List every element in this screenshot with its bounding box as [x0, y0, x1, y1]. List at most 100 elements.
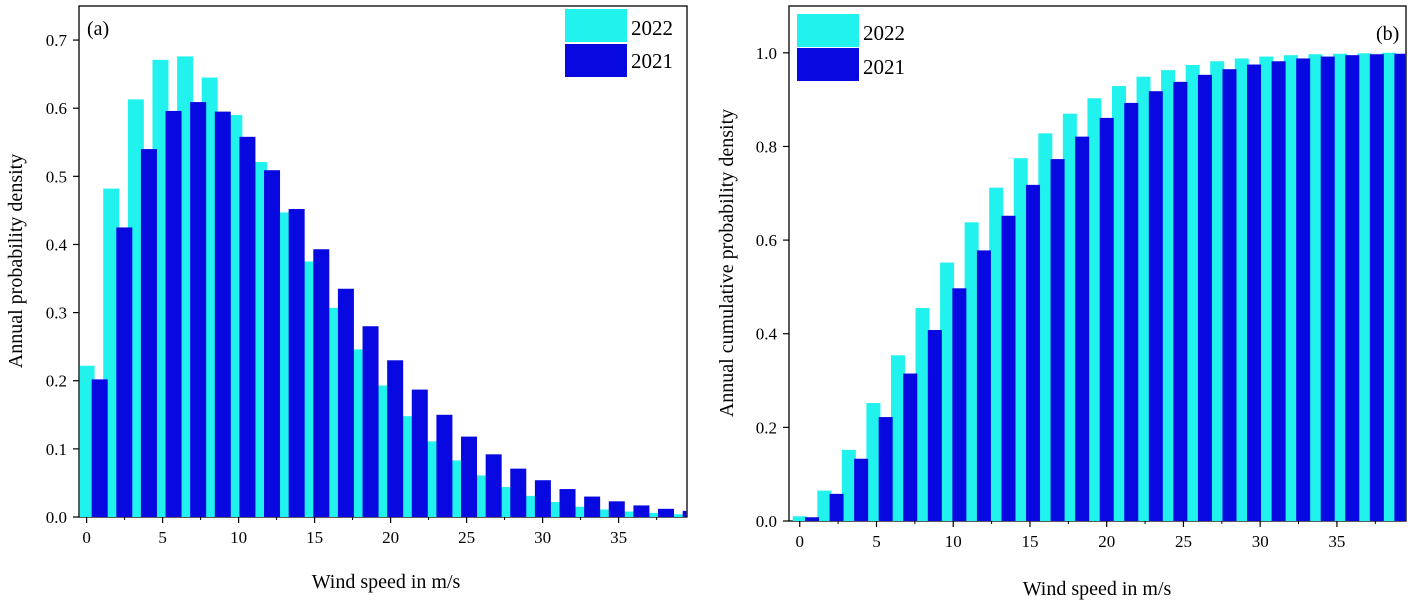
bar-2021-a — [362, 326, 379, 517]
bar-2021-b — [1296, 58, 1311, 521]
y-tick-label-b: 1.0 — [756, 44, 777, 63]
bar-2021-b — [1345, 55, 1360, 521]
y-axis-label-a: Annual probability density — [5, 154, 27, 368]
x-tick-label-a: 30 — [534, 528, 551, 547]
y-tick-label-b: 0.0 — [756, 512, 777, 531]
bar-2022-a — [79, 365, 95, 517]
bar-2022-a — [620, 511, 637, 517]
legend-a: 2022 2021 — [565, 9, 673, 77]
bar-2022-b — [1087, 98, 1102, 521]
y-tick-label-a: 0.0 — [46, 508, 67, 527]
bar-2021-b — [1222, 69, 1237, 521]
x-tick-label-a: 10 — [230, 528, 247, 547]
x-tick-label-a: 5 — [158, 528, 167, 547]
legend-swatch-2022-b — [797, 14, 859, 47]
bar-2022-b — [1308, 54, 1323, 521]
legend-b: 2022 2021 — [797, 14, 905, 81]
bar-2021-a — [387, 360, 404, 517]
legend-swatch-2021-a — [565, 44, 627, 77]
bar-2021-a — [91, 379, 108, 517]
x-tick-label-a: 35 — [610, 528, 627, 547]
bar-2022-a — [644, 512, 661, 517]
x-tick-label-a: 25 — [458, 528, 475, 547]
y-tick-label-a: 0.3 — [46, 304, 67, 323]
bar-2021-a — [534, 480, 551, 517]
bar-2021-a — [633, 505, 650, 517]
bar-2021-b — [1050, 159, 1065, 521]
bar-2022-b — [866, 403, 881, 521]
bar-2022-b — [1259, 56, 1274, 522]
bar-2022-b — [1111, 86, 1126, 521]
chart-panel-a: 0 5 10 15 20 25 30 35 0.0 0.1 0.2 0.3 0.4 0.5 0.6 0.7 (… — [5, 5, 688, 593]
bar-2021-b — [1075, 136, 1090, 521]
bar-2022-b — [1185, 64, 1200, 522]
x-tick-label-a: 0 — [82, 528, 91, 547]
bar-2021-a — [313, 249, 330, 518]
bar-2021-a — [436, 414, 453, 517]
axis-ticks-b: 0 5 10 15 20 25 30 35 0.0 0.2 0.4 0.6 0.8 1.0 — [756, 44, 1376, 551]
bar-2022-b — [841, 449, 856, 521]
bar-2022-a — [595, 509, 612, 517]
y-tick-label-a: 0.7 — [46, 31, 68, 50]
bar-2021-a — [559, 489, 576, 517]
bar-2022-b — [940, 262, 955, 521]
bar-2021-a — [288, 209, 305, 518]
bar-2022-b — [1382, 52, 1397, 521]
bar-2022-b — [1038, 133, 1053, 521]
bar-2022-b — [1357, 53, 1372, 521]
x-tick-label-b: 30 — [1252, 532, 1269, 551]
bar-2021-a — [411, 389, 428, 517]
bars-a — [79, 56, 687, 518]
bar-2022-a — [669, 514, 686, 517]
bar-2021-a — [682, 510, 687, 517]
bar-2022-b — [1283, 55, 1298, 521]
bars-b — [792, 52, 1406, 522]
y-tick-label-b: 0.4 — [756, 325, 778, 344]
bar-2021-b — [854, 458, 869, 521]
bar-2022-b — [817, 490, 832, 521]
bar-2021-b — [1173, 81, 1188, 521]
legend-label-2022-b: 2022 — [863, 21, 905, 45]
legend-label-2021-b: 2021 — [863, 55, 905, 79]
panel-label-a: (a) — [87, 18, 109, 40]
bar-2021-b — [1124, 102, 1139, 521]
bar-2022-b — [1333, 53, 1347, 521]
bar-2021-b — [927, 329, 942, 521]
bar-2021-a — [461, 436, 478, 517]
bar-2021-b — [1247, 64, 1262, 522]
legend-label-2022-a: 2022 — [631, 16, 673, 40]
bar-2021-b — [1271, 61, 1286, 521]
y-tick-label-b: 0.2 — [756, 418, 777, 437]
bar-2021-b — [1320, 56, 1335, 522]
legend-swatch-2022-a — [565, 9, 627, 42]
bar-2021-a — [190, 102, 207, 517]
bar-2021-b — [1001, 215, 1016, 521]
chart-panel-b: 0 5 10 15 20 25 30 35 0.0 0.2 0.4 0.6 0.8 1.0 (b) 202… — [716, 5, 1407, 600]
bar-2021-a — [337, 288, 354, 517]
x-axis-label-a: Wind speed in m/s — [312, 571, 461, 593]
y-tick-label-a: 0.2 — [46, 372, 67, 391]
x-tick-label-b: 35 — [1328, 532, 1345, 551]
bar-2021-a — [584, 496, 601, 517]
bar-2022-b — [1136, 76, 1151, 521]
bar-2022-b — [1210, 61, 1225, 521]
bar-2021-b — [805, 517, 820, 521]
bar-2021-a — [165, 110, 182, 518]
x-tick-label-a: 15 — [306, 528, 323, 547]
x-tick-label-b: 25 — [1175, 532, 1192, 551]
bar-2021-a — [264, 170, 281, 517]
y-tick-label-a: 0.5 — [46, 167, 67, 186]
bar-2021-a — [658, 508, 675, 517]
bar-2021-b — [1099, 117, 1114, 522]
bar-2022-b — [989, 187, 1004, 521]
legend-swatch-2021-b — [797, 48, 859, 81]
bar-2021-b — [1394, 53, 1406, 521]
x-tick-label-b: 0 — [795, 532, 804, 551]
panel-label-b: (b) — [1376, 23, 1399, 45]
x-tick-label-b: 10 — [945, 532, 962, 551]
bar-2021-a — [239, 136, 256, 517]
bar-2021-a — [214, 111, 231, 518]
bar-2022-b — [1062, 113, 1077, 522]
bar-2021-b — [878, 417, 893, 521]
